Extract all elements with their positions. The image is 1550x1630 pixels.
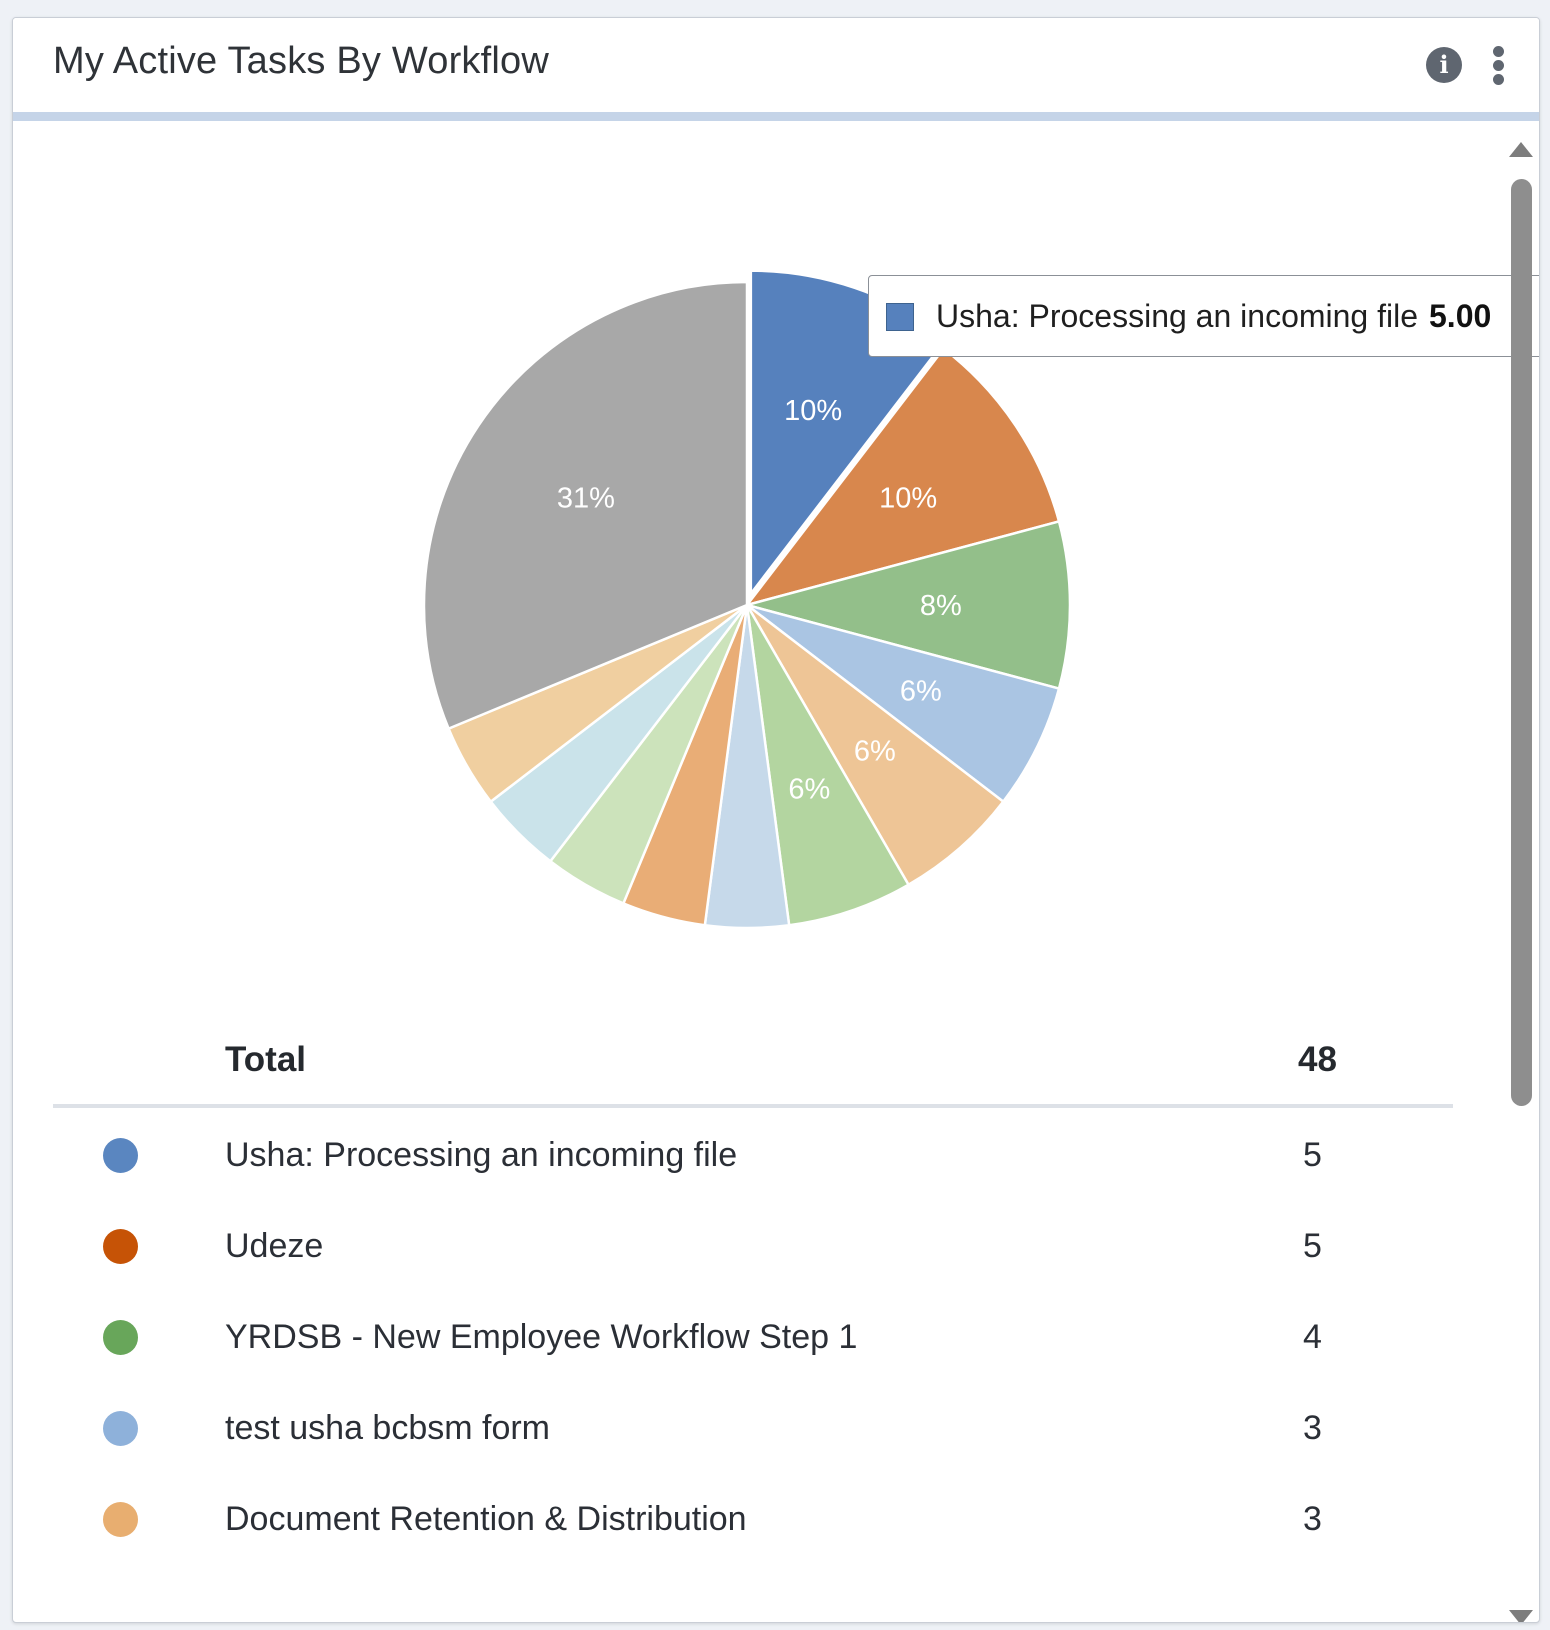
total-label: Total — [225, 1040, 307, 1079]
pie-slice-label-5: 6% — [854, 736, 896, 768]
pie-slice-2[interactable] — [743, 346, 1061, 608]
tooltip-swatch — [886, 303, 914, 331]
legend-row-count: 5 — [1303, 1136, 1322, 1174]
legend-dot-icon — [103, 1320, 138, 1355]
legend-row-name: test usha bcbsm form — [225, 1409, 551, 1447]
pie-chart: 10%10%8%6%6%6%31% — [422, 269, 1072, 930]
chart-tooltip: Usha: Processing an incoming file 5.00 — [868, 275, 1539, 357]
pie-slice-label-2: 10% — [879, 482, 937, 514]
legend-row-count: 4 — [1303, 1318, 1322, 1356]
pie-slice-label-4: 6% — [900, 676, 942, 708]
legend-row-name: Udeze — [225, 1227, 324, 1265]
total-value: 48 — [1298, 1040, 1337, 1079]
pie-slice-label-3: 8% — [920, 590, 962, 622]
scroll-down-arrow-icon[interactable] — [1509, 1610, 1533, 1622]
legend-dot-icon — [103, 1138, 138, 1173]
legend-dot-icon — [103, 1411, 138, 1446]
legend-row[interactable]: YRDSB - New Employee Workflow Step 1 4 — [53, 1291, 1453, 1382]
pie-slice-label-1: 10% — [784, 395, 842, 427]
widget-card: My Active Tasks By Workflow i 10% 10% 8% 6%… — [12, 17, 1540, 1623]
legend-dot-icon — [103, 1502, 138, 1537]
total-row: Total 48 — [53, 1016, 1453, 1108]
legend-row-name: Usha: Processing an incoming file — [225, 1136, 738, 1174]
pie-slice-5[interactable] — [745, 604, 1006, 887]
legend-row-count: 5 — [1303, 1227, 1322, 1265]
pie-slice-label-6: 6% — [788, 774, 830, 806]
scroll-up-arrow-icon[interactable] — [1509, 142, 1533, 157]
legend-row-name: Document Retention & Distribution — [225, 1500, 747, 1538]
pie-slice-3[interactable] — [742, 519, 1072, 691]
info-icon[interactable]: i — [1426, 47, 1462, 83]
legend-row-count: 3 — [1303, 1500, 1322, 1538]
legend-dot-icon — [103, 1229, 138, 1264]
pie-slice-4[interactable] — [746, 603, 1061, 804]
widget-body: 10% 10% 8% 6% 6% 6% 31% Usha: Processing an in… — [13, 121, 1539, 1622]
pie-slice-12[interactable] — [422, 280, 749, 731]
legend-list: Usha: Processing an incoming file 5 Udeze 5… — [53, 1109, 1453, 1564]
legend-row[interactable]: Udeze 5 — [53, 1200, 1453, 1291]
legend-row-name: YRDSB - New Employee Workflow Step 1 — [225, 1318, 858, 1356]
legend-row[interactable]: Document Retention & Distribution 3 — [53, 1473, 1453, 1564]
legend-row[interactable]: Usha: Processing an incoming file 5 — [53, 1109, 1453, 1200]
pie-slice-6[interactable] — [745, 604, 911, 927]
scrollbar-thumb[interactable] — [1511, 179, 1532, 1106]
widget-header: My Active Tasks By Workflow i — [13, 18, 1539, 121]
tooltip-value: 5.00 — [1429, 298, 1492, 334]
tooltip-label: Usha: Processing an incoming file — [936, 298, 1419, 334]
legend-row-count: 3 — [1303, 1409, 1322, 1447]
legend-row[interactable]: test usha bcbsm form 3 — [53, 1382, 1453, 1473]
kebab-menu-icon[interactable] — [1491, 46, 1505, 86]
pie-slice-label-12: 31% — [557, 482, 615, 514]
widget-title: My Active Tasks By Workflow — [53, 40, 550, 82]
